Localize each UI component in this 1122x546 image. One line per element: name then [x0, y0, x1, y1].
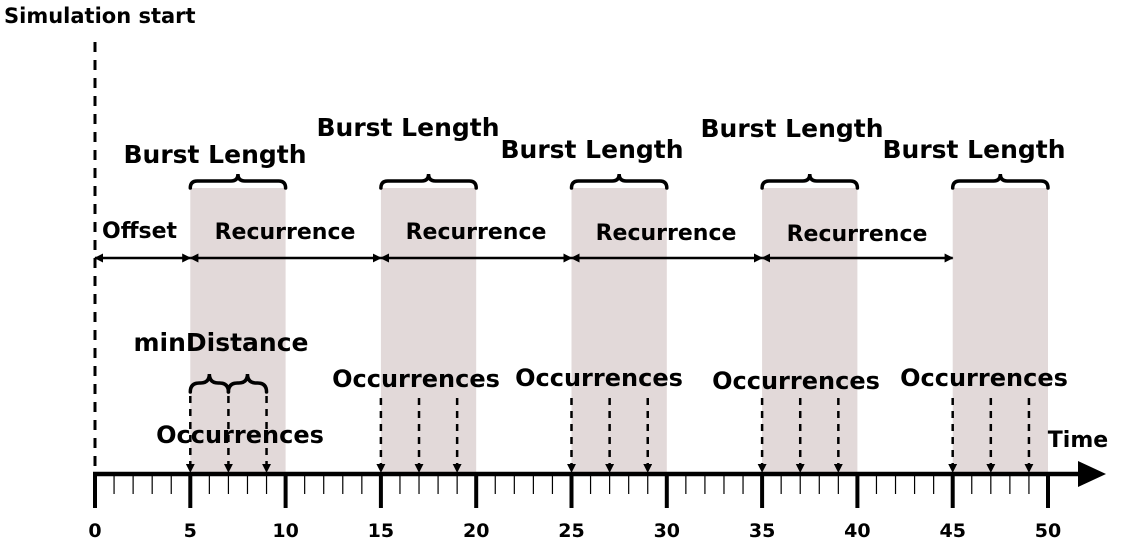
burst-length-brace-4: [760, 173, 860, 190]
burst-region-3: [571, 188, 667, 474]
recurrence-label-1: Recurrence: [215, 220, 356, 245]
time-axis-arrowhead: [1078, 461, 1106, 487]
tick-label-30: 30: [654, 520, 680, 542]
occurrences-label-1: Occurrences: [156, 421, 324, 449]
simulation-start-label: Simulation start: [4, 4, 196, 28]
burst-length-label-4: Burst Length: [700, 114, 883, 143]
burst-region-5: [952, 188, 1048, 474]
braces: [188, 173, 1050, 394]
occurrences-label-3: Occurrences: [515, 364, 683, 392]
tick-label-0: 0: [88, 520, 101, 542]
tick-label-15: 15: [368, 520, 394, 542]
time-axis: 0 5 10 15 20 25 30 35 40 45 50: [88, 461, 1106, 542]
burst-length-brace-5: [950, 173, 1050, 190]
burst-length-label-1: Burst Length: [123, 140, 306, 169]
tick-label-5: 5: [184, 520, 197, 542]
burst-length-brace-2: [379, 173, 478, 190]
tick-label-40: 40: [844, 520, 870, 542]
burst-length-label-2: Burst Length: [316, 113, 499, 142]
burst-region-4: [762, 188, 858, 474]
occurrences-label-2: Occurrences: [332, 365, 500, 393]
tick-label-35: 35: [749, 520, 775, 542]
burst-region-2: [380, 188, 477, 474]
min-distance-brace-2: [226, 373, 269, 394]
burst-region-1: [190, 188, 286, 474]
burst-length-brace-1: [188, 173, 288, 190]
tick-label-50: 50: [1035, 520, 1061, 542]
tick-label-10: 10: [272, 520, 298, 542]
burst-length-label-5: Burst Length: [882, 135, 1065, 164]
recurrence-label-2: Recurrence: [406, 220, 547, 245]
occurrences-label-5: Occurrences: [900, 364, 1068, 392]
recurrence-label-3: Recurrence: [596, 221, 737, 246]
burst-length-brace-3: [569, 173, 669, 190]
min-distance-brace-1: [188, 373, 231, 394]
tick-label-45: 45: [939, 520, 965, 542]
recurrence-label-4: Recurrence: [787, 222, 928, 247]
offset-label: Offset: [102, 219, 178, 244]
tick-label-20: 20: [463, 520, 489, 542]
occurrences-label-4: Occurrences: [712, 367, 880, 395]
min-distance-label: minDistance: [133, 328, 308, 357]
burst-length-label-3: Burst Length: [500, 135, 683, 164]
tick-label-25: 25: [558, 520, 584, 542]
burst-regions: [190, 188, 1048, 474]
time-axis-label: Time: [1048, 428, 1108, 453]
